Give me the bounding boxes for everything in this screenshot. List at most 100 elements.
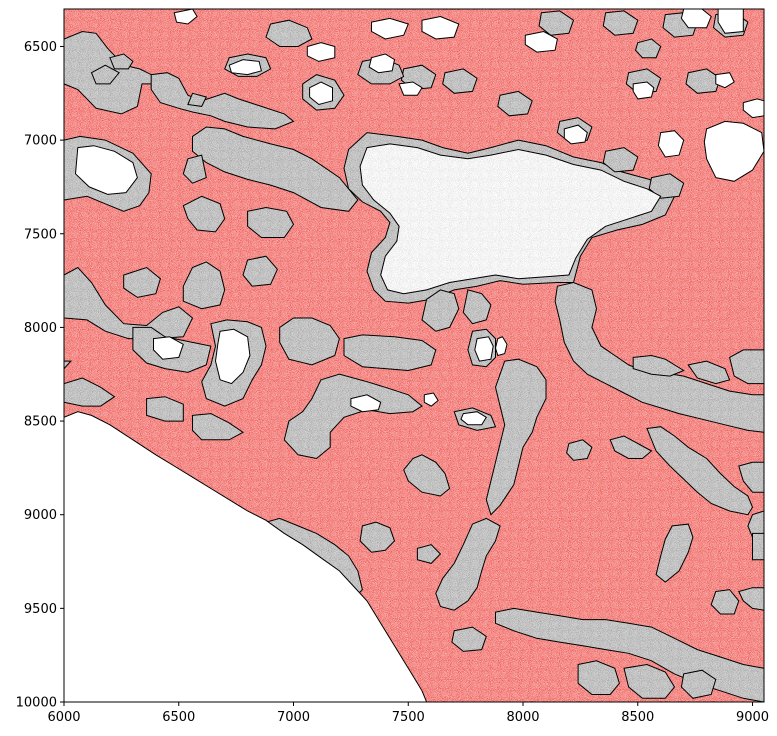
series-grey-points [360, 522, 395, 553]
series-grey-fill [422, 289, 459, 332]
series-grey-fill [624, 664, 675, 699]
region-outline [738, 587, 764, 611]
void-11 [422, 16, 459, 39]
void-outline [563, 124, 588, 145]
series-grey-points [64, 267, 193, 339]
region-outline [416, 544, 442, 564]
series-grey-points [284, 374, 422, 459]
region-outline [64, 135, 152, 212]
series-grey-fill [738, 462, 764, 493]
region-outline [201, 319, 267, 407]
series-grey-points [243, 256, 278, 287]
region-outline [64, 266, 194, 340]
series-grey-points [729, 349, 764, 384]
region-18 [64, 377, 116, 407]
region-65 [497, 90, 533, 117]
region-outline [359, 521, 396, 553]
series-grey-points [123, 267, 161, 298]
series-grey-points [192, 413, 243, 440]
void-0 [64, 411, 427, 702]
void-outline [474, 336, 494, 362]
series-grey-points [539, 10, 574, 36]
x-tick-label: 6000 [47, 710, 80, 725]
series-grey-fill [635, 39, 661, 58]
void-3 [681, 9, 712, 28]
series-grey-fill [610, 436, 652, 459]
region-outline [680, 669, 717, 699]
region-outline [343, 334, 437, 372]
series-grey-fill [555, 282, 764, 433]
region-outline [602, 147, 639, 173]
region-outline [577, 660, 620, 695]
region-outline [648, 173, 685, 199]
void-7 [704, 121, 764, 182]
region-13 [64, 266, 194, 340]
void-outline [371, 17, 409, 40]
region-8 [182, 195, 226, 233]
series-grey-fill [192, 127, 358, 212]
void-outline [717, 9, 744, 34]
region-7 [182, 154, 207, 184]
region-outline [747, 510, 764, 538]
series-grey-points [247, 207, 294, 238]
region-39 [710, 589, 740, 615]
series-grey-fill [64, 378, 115, 407]
region-11 [182, 261, 226, 310]
series-grey-points [647, 426, 753, 515]
region-2 [150, 72, 295, 130]
x-tick-label: 9000 [736, 710, 769, 725]
region-37 [655, 523, 694, 583]
region-outline [403, 454, 451, 497]
series-grey-points [422, 289, 459, 332]
series-grey-points [747, 511, 764, 538]
region-43 [359, 521, 396, 553]
series-grey-fill [435, 518, 501, 611]
void-23 [153, 336, 184, 360]
void-8 [658, 130, 684, 157]
series-grey-points [633, 355, 684, 377]
series-grey-fill [284, 374, 422, 459]
region-outline [462, 289, 492, 325]
series-grey-points [146, 396, 184, 422]
region-outline [554, 281, 764, 433]
series-grey-points [344, 334, 436, 371]
region-41 [435, 517, 501, 611]
region-68 [648, 173, 685, 199]
series-grey-fill [183, 155, 207, 184]
void-outline [368, 53, 396, 74]
region-outline [556, 117, 593, 143]
y-tick-label: 9000 [24, 508, 57, 523]
y-axis: 6500 7000 7500 8000 8500 9000 9500 10000 [16, 40, 64, 711]
void-outline [398, 81, 423, 96]
series-grey-fill [578, 660, 620, 695]
region-outline [646, 426, 754, 516]
region-35 [738, 461, 764, 493]
void-outline [742, 98, 764, 119]
series-grey-fill [403, 454, 450, 496]
series-grey-points [279, 318, 340, 365]
region-22 [283, 373, 423, 460]
region-57 [538, 10, 575, 36]
void-18 [495, 336, 507, 356]
series-grey-points [566, 439, 592, 461]
series-grey-points [649, 173, 684, 199]
region-outline [685, 68, 721, 94]
void-outline [214, 328, 251, 385]
region-46 [577, 660, 620, 695]
series-grey-fill [279, 318, 340, 365]
region-outline [64, 360, 73, 370]
void-1 [399, 82, 422, 96]
series-grey-points [417, 544, 441, 564]
series-grey-fill [747, 511, 764, 538]
series-grey-fill [486, 359, 546, 515]
void-outline [632, 81, 655, 100]
series-grey-points [463, 289, 491, 324]
region-55 [566, 439, 593, 461]
region-outline [182, 261, 226, 310]
series-grey-points [711, 589, 739, 614]
void-outline [657, 130, 685, 158]
void-outline [306, 42, 336, 62]
region-31 [687, 360, 731, 385]
region-outline [623, 663, 676, 699]
